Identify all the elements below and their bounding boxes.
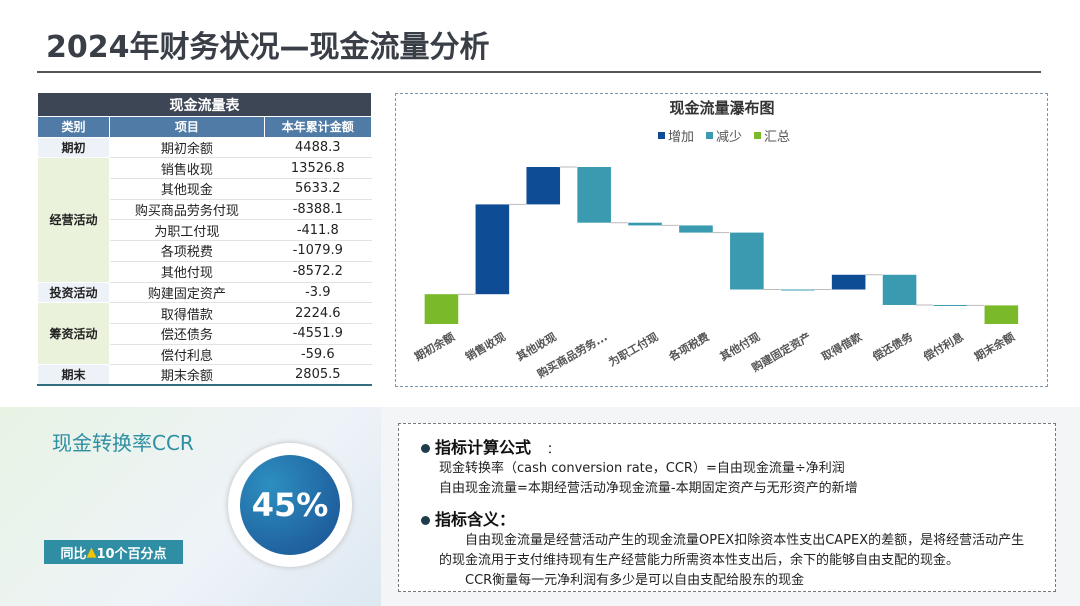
table-category: 期初	[36, 136, 111, 159]
table-row: 期初 期初余额 4488.3	[36, 136, 373, 159]
table-cell: -411.8	[263, 219, 373, 242]
badge-prefix: 同比	[60, 546, 87, 562]
table-row: 偿还债务 -4551.9	[38, 322, 373, 345]
x-tick-label: 期末余额	[972, 329, 1017, 363]
divider	[37, 71, 1041, 73]
table-cell: 13526.8	[263, 157, 373, 180]
x-tick-label: 期初余额	[412, 329, 457, 363]
bar	[730, 232, 764, 290]
table-cell: 取得借款	[109, 302, 265, 324]
table-cell: 其他现金	[109, 178, 265, 200]
note-line: 自由现金流量=本期经营活动净现金流量-本期固定资产与无形资产的新增	[439, 481, 858, 496]
x-tick-label: 取得借款	[819, 329, 865, 364]
note-line: 的现金流用于支付维持现有生产经营能力所需资本性支出后，余下的能够自由支配的现金。	[439, 553, 960, 568]
table-header-row: 类别 项目 本年累计金额	[36, 116, 373, 138]
table-category: 期末	[36, 364, 111, 387]
x-tick-label: 为职工付现	[606, 329, 661, 369]
table-caption-row: 现金流量表	[37, 92, 372, 117]
table-header: 项目	[109, 116, 265, 138]
table-cell: -4551.9	[263, 322, 373, 345]
table-row: 经营活动 销售收现 13526.8	[36, 157, 373, 283]
bar	[577, 167, 611, 223]
table-cell: 4488.3	[263, 136, 373, 159]
meaning-title: 指标含义：	[435, 510, 516, 529]
table-title: 现金流量表	[37, 92, 372, 117]
table-row: 筹资活动 取得借款 2224.6	[36, 302, 373, 366]
table-row: 投资活动 购建固定资产 -3.9	[36, 281, 373, 304]
chart-frame: 现金流量瀑布图 增加 减少 汇总 期初余额 销售收现 其他收现 购买商品劳务... 为职工付现各…	[395, 93, 1048, 387]
table-cell: 销售收现	[109, 157, 265, 180]
table-cell: 2224.6	[263, 302, 373, 324]
table-row: 其他现金 5633.2	[38, 178, 373, 200]
bar	[526, 167, 561, 205]
table-cell: 购建固定资产	[109, 281, 265, 304]
page-title: 2024年财务状况—现金流量分析	[46, 30, 490, 65]
note-line: CCR衡量每一元净利润有多少是可以自由支配给股东的现金	[465, 573, 805, 588]
table-category: 投资活动	[36, 281, 111, 304]
bar	[628, 222, 662, 226]
x-tick-label: 销售收现	[463, 329, 508, 363]
legend-swatch	[754, 132, 762, 139]
badge-text: 10个百分点	[96, 546, 167, 562]
table-cell: -8572.2	[263, 260, 373, 283]
x-tick-label: 各项税费	[665, 329, 711, 364]
cash-flow-table: 现金流量表 类别 项目 本年累计金额 期初 期初余额 4488.3 经营活动 销售收现 13526…	[36, 92, 373, 387]
badge-arrow: ▲	[86, 544, 97, 560]
x-tick-label: 偿付利息	[921, 329, 966, 363]
legend-label: 汇总	[764, 130, 790, 145]
chart-title: 现金流量瀑布图	[669, 99, 774, 117]
legend-swatch	[706, 132, 714, 139]
table-row: 购买商品劳务付现 -8388.1	[38, 198, 373, 221]
kpi-badge: 同比 ▲ 10个百分点	[44, 540, 183, 564]
table-cell: 其他付现	[109, 260, 265, 283]
bar	[882, 274, 917, 305]
table-cell: 期初余额	[109, 136, 265, 159]
note-line: 现金转换率（cash conversion rate，CCR）=自由现金流量÷净…	[439, 461, 845, 476]
table-cell: 2805.5	[263, 364, 373, 387]
formula-colon: ：	[547, 442, 560, 456]
x-tick-label: 其他收现	[514, 329, 559, 363]
bar	[679, 225, 713, 233]
table-cell: -3.9	[263, 281, 373, 304]
table-cell: 偿还债务	[109, 322, 265, 345]
table-row: 偿付利息 -59.6	[38, 343, 373, 366]
formula-title: 指标计算公式	[435, 438, 532, 457]
legend-label: 增加	[668, 130, 694, 145]
bar	[933, 304, 968, 306]
waterfall-chart: 现金流量瀑布图增加 减少 汇总期初余额 销售收现 其他收现购买商品劳务...为职工付现各…	[412, 99, 1019, 381]
note-line: 自由现金流量是经营活动产生的现金流量OPEX扣除资本性支出CAPEX的差额，是将…	[465, 533, 1025, 548]
notes: 指标计算公式 ： 现金转换率（cash conversion rate，CCR）=…	[398, 423, 1056, 592]
table-header: 本年累计金额	[263, 116, 373, 138]
table-cell: 购买商品劳务付现	[109, 198, 265, 221]
table-row: 为职工付现 -411.8	[38, 219, 373, 242]
table-cell: 偿付利息	[109, 343, 265, 366]
legend-label: 减少	[716, 130, 742, 145]
table-cell: 5633.2	[263, 178, 373, 200]
table-cell: 期末余额	[109, 364, 265, 387]
x-tick-label: 其他付现	[717, 329, 762, 363]
table-header: 类别	[36, 116, 111, 138]
bar	[831, 274, 866, 290]
table-cell: -8388.1	[263, 198, 373, 221]
table-cell: -1079.9	[263, 240, 373, 262]
bar	[475, 204, 510, 295]
legend-swatch	[658, 132, 665, 139]
table-category: 筹资活动	[36, 302, 111, 366]
table-category: 经营活动	[36, 157, 111, 283]
bar	[780, 289, 815, 291]
table-cell: 各项税费	[109, 240, 265, 262]
bar	[984, 305, 1019, 324]
table-cell: -59.6	[263, 343, 373, 366]
table-row: 期末 期末余额 2805.5	[36, 364, 373, 387]
table-row: 其他付现 -8572.2	[38, 260, 373, 283]
formula-heading: 指标计算公式 ：	[421, 434, 1033, 458]
kpi-value: 45%	[240, 455, 340, 555]
x-tick-label: 偿还债务	[870, 329, 916, 364]
kpi-title: 现金转换率CCR	[52, 431, 194, 455]
bar	[424, 294, 459, 324]
meaning-heading: 指标含义：	[421, 506, 1033, 530]
table-cell: 为职工付现	[109, 219, 265, 242]
